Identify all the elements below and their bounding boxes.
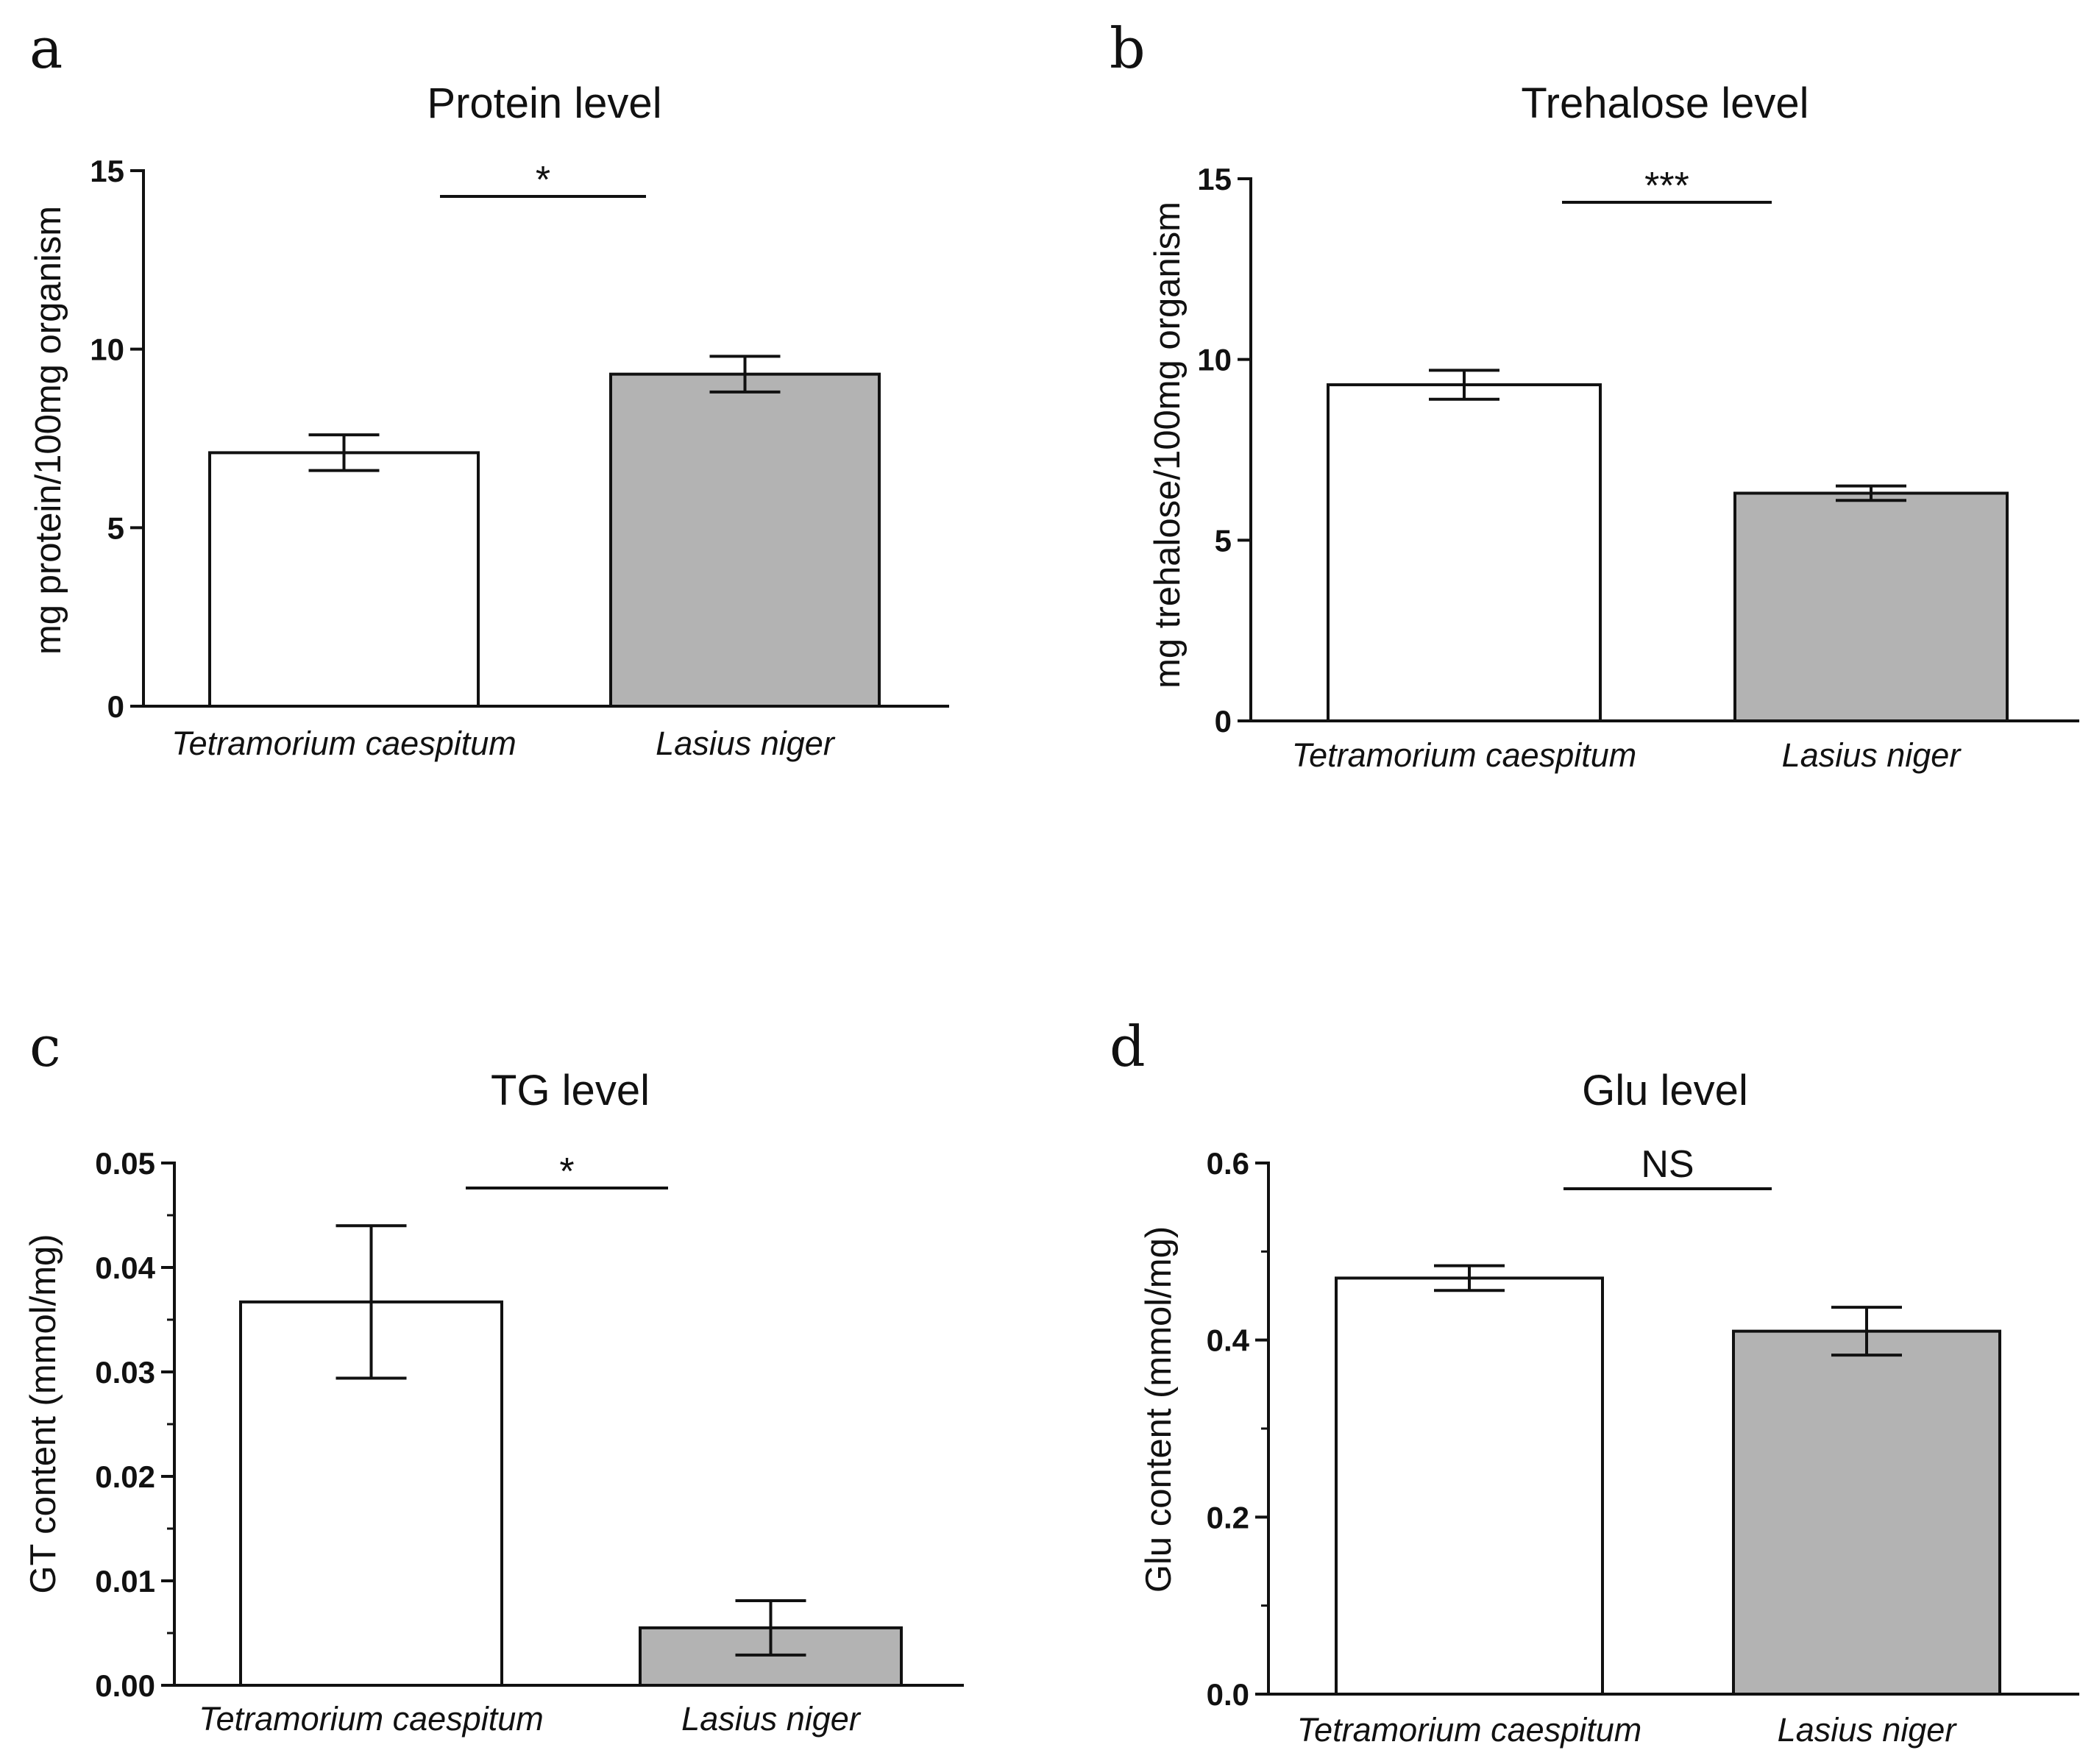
chart-title: TG level <box>491 1067 650 1114</box>
category-label: Lasius niger <box>681 1700 862 1738</box>
bar <box>609 372 881 708</box>
y-tick-label: 0.05 <box>95 1146 155 1181</box>
y-tick-label: 0 <box>107 689 124 724</box>
panel-a: a Protein level mg protein/100mg organis… <box>0 0 1040 882</box>
panel-label: d <box>1110 1014 1146 1079</box>
y-tick-label: 0.02 <box>95 1459 155 1494</box>
y-tick-label: 10 <box>90 332 124 367</box>
bar <box>1733 491 2009 723</box>
significance-label: * <box>536 159 550 202</box>
category-label: Lasius niger <box>1782 736 1962 774</box>
significance-label: *** <box>1644 165 1689 207</box>
y-tick-label: 5 <box>107 511 124 545</box>
panel-c: c TG level GT content (mmol/mg) * Tetram… <box>0 882 1040 1764</box>
bar <box>208 451 480 708</box>
bar <box>1732 1329 2001 1696</box>
category-label: Lasius niger <box>656 725 836 762</box>
y-tick-label: 0 <box>1215 704 1232 739</box>
category-label: Tetramorium caespitum <box>199 1700 544 1738</box>
y-tick-label: 0.01 <box>95 1564 155 1598</box>
y-axis-title: mg trehalose/100mg organism <box>1148 202 1188 689</box>
chart-title: Trehalose level <box>1521 79 1809 127</box>
bar <box>1335 1276 1604 1696</box>
y-tick-label: 0.03 <box>95 1355 155 1390</box>
chart-title: Protein level <box>427 79 661 127</box>
category-label: Tetramorium caespitum <box>1297 1711 1642 1749</box>
y-tick-label: 0.0 <box>1207 1677 1249 1712</box>
panel-label: c <box>29 1014 61 1079</box>
y-tick-label: 0.4 <box>1207 1323 1250 1358</box>
bar <box>1327 383 1602 722</box>
chart-svg: a Protein level mg protein/100mg organis… <box>29 15 949 762</box>
y-tick-label: 0.2 <box>1207 1500 1249 1534</box>
panel-label: b <box>1110 15 1146 81</box>
chart-svg: d Glu level Glu content (mmol/mg) NS Tet… <box>1110 1014 2079 1749</box>
category-label: Tetramorium caespitum <box>171 725 517 762</box>
panel-b: b Trehalose level mg trehalose/100mg org… <box>1040 0 2079 882</box>
y-axis-title: Glu content (mmol/mg) <box>1139 1226 1179 1593</box>
chart-svg: b Trehalose level mg trehalose/100mg org… <box>1110 15 2079 774</box>
y-tick-label: 0.00 <box>95 1668 155 1703</box>
significance-label: NS <box>1641 1143 1694 1186</box>
y-tick-label: 15 <box>90 154 124 188</box>
y-axis-title: mg protein/100mg organism <box>29 206 68 655</box>
panel-label: a <box>29 15 63 81</box>
y-axis-title: GT content (mmol/mg) <box>24 1234 63 1593</box>
y-tick-label: 0.04 <box>95 1251 155 1285</box>
chart-title: Glu level <box>1582 1067 1748 1114</box>
significance-label: * <box>559 1150 574 1193</box>
category-label: Lasius niger <box>1778 1711 1958 1749</box>
category-label: Tetramorium caespitum <box>1292 736 1637 774</box>
y-tick-label: 5 <box>1215 523 1232 558</box>
panel-d: d Glu level Glu content (mmol/mg) NS Tet… <box>1040 882 2079 1764</box>
y-tick-label: 10 <box>1197 343 1232 377</box>
y-tick-label: 15 <box>1197 162 1232 196</box>
y-tick-label: 0.6 <box>1207 1146 1249 1181</box>
chart-svg: c TG level GT content (mmol/mg) * Tetram… <box>24 1014 964 1738</box>
